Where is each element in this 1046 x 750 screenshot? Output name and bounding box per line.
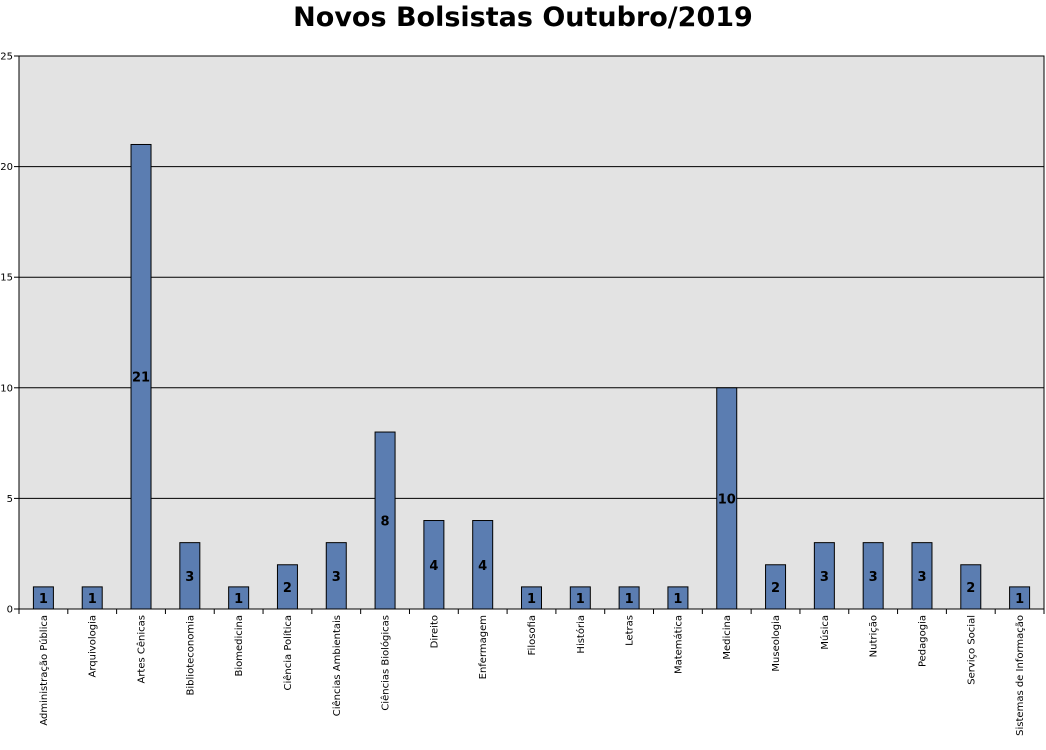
x-tick-label: Ciências Biológicas <box>380 615 392 711</box>
x-tick-label: Matemática <box>672 615 684 674</box>
x-tick-label: História <box>575 615 587 654</box>
bar <box>179 542 201 610</box>
x-tick-label: Música <box>819 615 831 650</box>
y-tick-label: 25 <box>0 52 13 63</box>
x-tick-label: Letras <box>625 615 636 646</box>
x-tick-label: Nutrição <box>869 615 880 657</box>
bar <box>374 431 396 610</box>
x-tick-label: Arquivologia <box>88 615 99 677</box>
bar <box>1009 586 1031 610</box>
x-tick-label: Sistemas de Informação <box>1015 615 1026 736</box>
y-tick-label: 5 <box>7 494 13 505</box>
x-tick-label: Serviço Social <box>966 615 977 685</box>
bar <box>960 564 982 610</box>
data-label: 1 <box>527 592 536 607</box>
x-tick-label: Ciência Política <box>282 615 294 691</box>
data-label: 2 <box>283 581 292 596</box>
data-label: 1 <box>88 592 97 607</box>
bar <box>521 586 542 610</box>
x-tick-label: Filosofia <box>527 615 538 655</box>
x-tick-label: Museologia <box>771 615 782 672</box>
bar <box>667 586 689 610</box>
x-tick-label: Pedagogia <box>917 615 928 667</box>
plot-area <box>19 56 1044 609</box>
bar <box>81 586 103 610</box>
x-tick-label: Biomedicina <box>234 615 245 677</box>
data-label: 2 <box>771 581 780 596</box>
data-label: 1 <box>576 592 585 607</box>
data-label: 3 <box>917 570 926 585</box>
bar <box>325 542 347 610</box>
bar <box>765 564 787 610</box>
data-label: 2 <box>966 581 975 596</box>
x-tick-label: Administração Pública <box>38 615 50 726</box>
y-tick-label: 10 <box>0 383 13 394</box>
bar <box>813 542 835 610</box>
data-label: 1 <box>673 592 682 607</box>
bar <box>130 143 152 610</box>
x-tick-label: Artes Cênicas <box>136 615 148 684</box>
y-tick-label: 20 <box>0 162 13 173</box>
data-label: 3 <box>185 570 194 585</box>
bar <box>228 586 250 610</box>
bar <box>862 542 884 610</box>
chart-title: Novos Bolsistas Outubro/2019 <box>293 2 753 33</box>
x-tick-label: Enfermagem <box>478 615 489 679</box>
data-label: 21 <box>132 371 150 386</box>
data-label: 1 <box>625 592 634 607</box>
bar <box>472 520 494 610</box>
x-tick-label: Direito <box>429 615 440 648</box>
bar <box>569 586 591 610</box>
data-label: 10 <box>718 492 736 507</box>
bar <box>276 564 298 610</box>
data-label: 3 <box>869 570 878 585</box>
bar <box>423 520 445 610</box>
data-label: 3 <box>332 570 341 585</box>
bar <box>618 586 640 610</box>
bar <box>716 387 738 610</box>
data-label: 3 <box>820 570 829 585</box>
y-tick-label: 0 <box>7 605 13 616</box>
data-label: 1 <box>234 592 243 607</box>
data-label: 4 <box>478 559 487 574</box>
data-label: 1 <box>39 592 48 607</box>
y-tick-label: 15 <box>0 273 13 284</box>
data-label: 8 <box>381 515 390 530</box>
x-tick-label: Biblioteconomia <box>185 615 196 695</box>
x-tick-label: Ciências Ambientais <box>331 615 343 716</box>
data-label: 1 <box>1015 592 1024 607</box>
bar <box>32 586 54 610</box>
bar <box>911 542 933 610</box>
data-label: 4 <box>429 559 438 574</box>
x-tick-label: Medicina <box>722 615 733 660</box>
